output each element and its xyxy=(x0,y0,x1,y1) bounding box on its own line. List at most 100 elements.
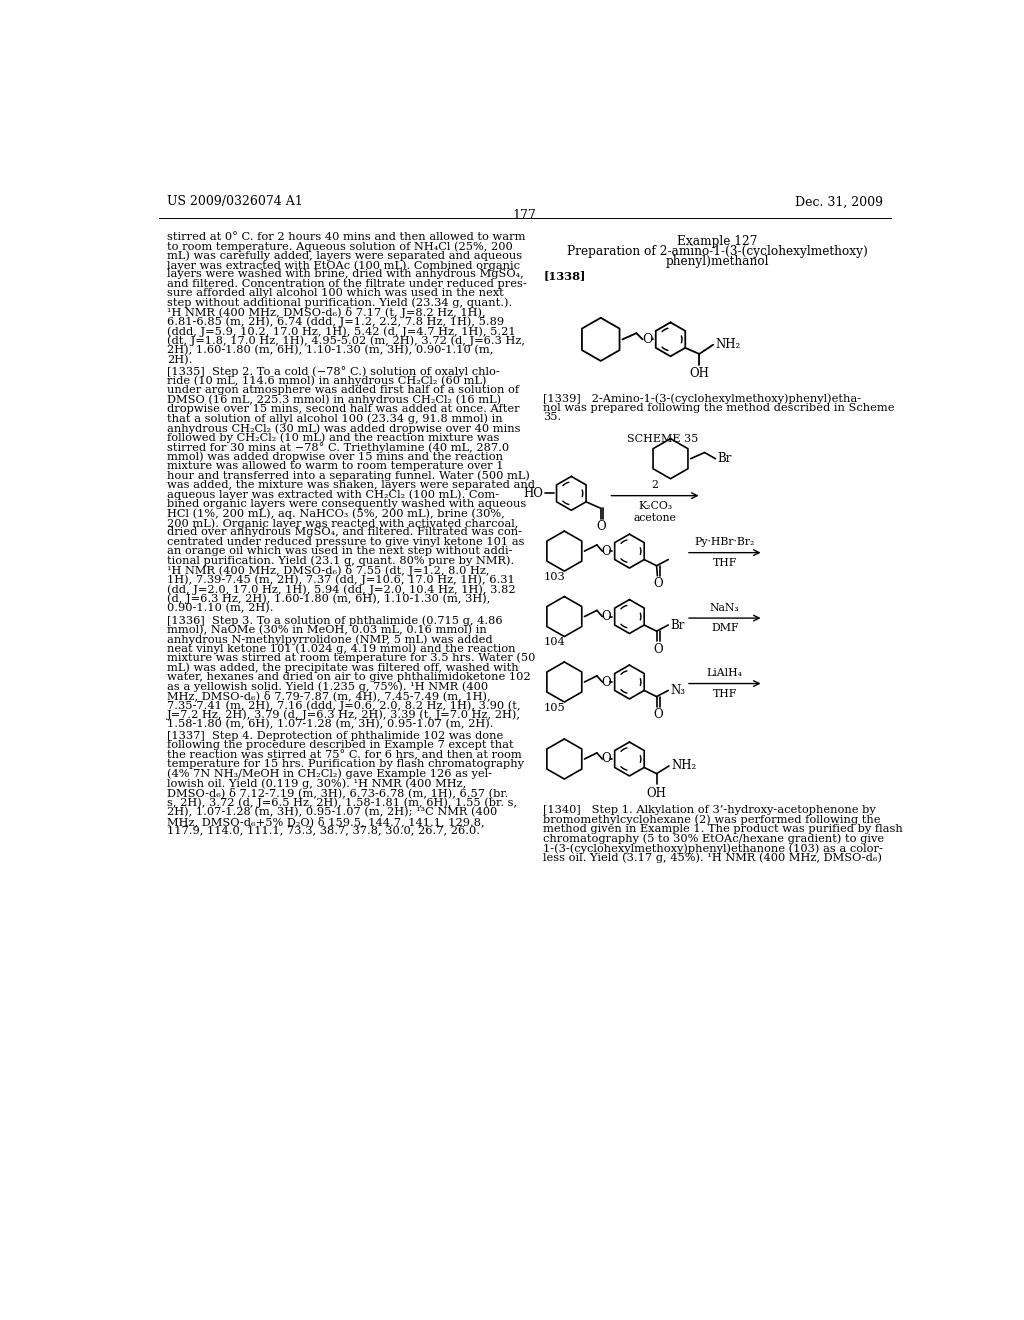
Text: nol was prepared following the method described in Scheme: nol was prepared following the method de… xyxy=(544,403,895,413)
Text: [1340]   Step 1. Alkylation of 3’-hydroxy-acetophenone by: [1340] Step 1. Alkylation of 3’-hydroxy-… xyxy=(544,805,877,816)
Text: stirred at 0° C. for 2 hours 40 mins and then allowed to warm: stirred at 0° C. for 2 hours 40 mins and… xyxy=(167,231,525,242)
Text: 104: 104 xyxy=(544,638,565,647)
Text: US 2009/0326074 A1: US 2009/0326074 A1 xyxy=(167,195,302,209)
Text: neat vinyl ketone 101 (1.024 g, 4.19 mmol) and the reaction: neat vinyl ketone 101 (1.024 g, 4.19 mmo… xyxy=(167,643,515,653)
Text: followed by CH₂Cl₂ (10 mL) and the reaction mixture was: followed by CH₂Cl₂ (10 mL) and the react… xyxy=(167,433,499,444)
Text: NH₂: NH₂ xyxy=(716,338,740,351)
Text: layer was extracted with EtOAc (100 mL). Combined organic: layer was extracted with EtOAc (100 mL).… xyxy=(167,260,520,271)
Text: was added, the mixture was shaken, layers were separated and: was added, the mixture was shaken, layer… xyxy=(167,480,535,490)
Text: chromatography (5 to 30% EtOAc/hexane gradient) to give: chromatography (5 to 30% EtOAc/hexane gr… xyxy=(544,834,885,845)
Text: MHz, DMSO-d₆) δ 7.79-7.87 (m, 4H), 7.45-7.49 (m, 1H),: MHz, DMSO-d₆) δ 7.79-7.87 (m, 4H), 7.45-… xyxy=(167,690,490,701)
Text: dried over anhydrous MgSO₄, and filtered. Filtrated was con-: dried over anhydrous MgSO₄, and filtered… xyxy=(167,528,522,537)
Text: SCHEME 35: SCHEME 35 xyxy=(627,434,698,444)
Text: as a yellowish solid. Yield (1.235 g, 75%). ¹H NMR (400: as a yellowish solid. Yield (1.235 g, 75… xyxy=(167,681,487,692)
Text: step without additional purification. Yield (23.34 g, quant.).: step without additional purification. Yi… xyxy=(167,298,512,309)
Text: dropwise over 15 mins, second half was added at once. After: dropwise over 15 mins, second half was a… xyxy=(167,404,519,414)
Text: layers were washed with brine, dried with anhydrous MgSO₄,: layers were washed with brine, dried wit… xyxy=(167,269,523,280)
Text: [1335]  Step 2. To a cold (−78° C.) solution of oxalyl chlo-: [1335] Step 2. To a cold (−78° C.) solut… xyxy=(167,367,500,378)
Text: 2H).: 2H). xyxy=(167,355,193,366)
Text: O: O xyxy=(653,643,663,656)
Text: mixture was stirred at room temperature for 3.5 hrs. Water (50: mixture was stirred at room temperature … xyxy=(167,653,536,664)
Text: O: O xyxy=(601,752,611,766)
Text: DMSO-d₆) δ 7.12-7.19 (m, 3H), 6.73-6.78 (m, 1H), 6.57 (br.: DMSO-d₆) δ 7.12-7.19 (m, 3H), 6.73-6.78 … xyxy=(167,788,508,799)
Text: (4% 7N NH₃/MeOH in CH₂Cl₂) gave Example 126 as yel-: (4% 7N NH₃/MeOH in CH₂Cl₂) gave Example … xyxy=(167,768,492,779)
Text: that a solution of allyl alcohol 100 (23.34 g, 91.8 mmol) in: that a solution of allyl alcohol 100 (23… xyxy=(167,413,503,424)
Text: [1339]   2-Amino-1-(3-(cyclohexylmethoxy)phenyl)etha-: [1339] 2-Amino-1-(3-(cyclohexylmethoxy)p… xyxy=(544,393,861,404)
Text: temperature for 15 hrs. Purification by flash chromatography: temperature for 15 hrs. Purification by … xyxy=(167,759,523,770)
Text: (d, J=6.3 Hz, 2H), 1.60-1.80 (m, 6H), 1.10-1.30 (m, 3H),: (d, J=6.3 Hz, 2H), 1.60-1.80 (m, 6H), 1.… xyxy=(167,594,490,605)
Text: NH₂: NH₂ xyxy=(672,759,696,772)
Text: 117.9, 114.0, 111.1, 73.3, 38.7, 37.8, 30.0, 26.7, 26.0.: 117.9, 114.0, 111.1, 73.3, 38.7, 37.8, 3… xyxy=(167,826,480,836)
Text: HO: HO xyxy=(523,487,544,500)
Text: LiAlH₄: LiAlH₄ xyxy=(707,668,742,678)
Text: MHz, DMSO-d₆+5% D₂O) δ 159.5, 144.7, 141.1, 129.8,: MHz, DMSO-d₆+5% D₂O) δ 159.5, 144.7, 141… xyxy=(167,816,484,828)
Text: bromomethylcyclohexane (2) was performed following the: bromomethylcyclohexane (2) was performed… xyxy=(544,814,881,825)
Text: to room temperature. Aqueous solution of NH₄Cl (25%, 200: to room temperature. Aqueous solution of… xyxy=(167,242,512,252)
Text: O: O xyxy=(653,708,663,721)
Text: THF: THF xyxy=(713,689,737,698)
Text: 6.81-6.85 (m, 2H), 6.74 (ddd, J=1.2, 2.2, 7.8 Hz, 1H), 5.89: 6.81-6.85 (m, 2H), 6.74 (ddd, J=1.2, 2.2… xyxy=(167,317,504,327)
Text: method given in Example 1. The product was purified by flash: method given in Example 1. The product w… xyxy=(544,824,903,834)
Text: Example 127: Example 127 xyxy=(677,235,758,248)
Text: ride (10 mL, 114.6 mmol) in anhydrous CH₂Cl₂ (60 mL): ride (10 mL, 114.6 mmol) in anhydrous CH… xyxy=(167,376,486,387)
Text: 2: 2 xyxy=(651,480,658,490)
Text: bined organic layers were consequently washed with aqueous: bined organic layers were consequently w… xyxy=(167,499,526,510)
Text: DMSO (16 mL, 225.3 mmol) in anhydrous CH₂Cl₂ (16 mL): DMSO (16 mL, 225.3 mmol) in anhydrous CH… xyxy=(167,395,501,405)
Text: HCl (1%, 200 mL), aq. NaHCO₃ (5%, 200 mL), brine (30%,: HCl (1%, 200 mL), aq. NaHCO₃ (5%, 200 mL… xyxy=(167,508,505,519)
Text: tional purification. Yield (23.1 g, quant. 80% pure by NMR).: tional purification. Yield (23.1 g, quan… xyxy=(167,556,514,566)
Text: lowish oil. Yield (0.119 g, 30%). ¹H NMR (400 MHz,: lowish oil. Yield (0.119 g, 30%). ¹H NMR… xyxy=(167,779,466,789)
Text: 35.: 35. xyxy=(544,412,561,422)
Text: Py·HBr·Br₂: Py·HBr·Br₂ xyxy=(694,537,755,548)
Text: centrated under reduced pressure to give vinyl ketone 101 as: centrated under reduced pressure to give… xyxy=(167,537,524,546)
Text: an orange oil which was used in the next step without addi-: an orange oil which was used in the next… xyxy=(167,546,512,557)
Text: mL) was carefully added, layers were separated and aqueous: mL) was carefully added, layers were sep… xyxy=(167,251,522,261)
Text: aqueous layer was extracted with CH₂Cl₂ (100 mL). Com-: aqueous layer was extracted with CH₂Cl₂ … xyxy=(167,490,499,500)
Text: 2H), 1.07-1.28 (m, 3H), 0.95-1.07 (m, 2H); ¹³C NMR (400: 2H), 1.07-1.28 (m, 3H), 0.95-1.07 (m, 2H… xyxy=(167,807,497,817)
Text: O: O xyxy=(601,676,611,689)
Text: under argon atmosphere was added first half of a solution of: under argon atmosphere was added first h… xyxy=(167,385,519,396)
Text: K₂CO₃
acetone: K₂CO₃ acetone xyxy=(634,502,677,523)
Text: phenyl)methanol: phenyl)methanol xyxy=(666,256,769,268)
Text: 1H), 7.39-7.45 (m, 2H), 7.37 (dd, J=10.6, 17.0 Hz, 1H), 6.31: 1H), 7.39-7.45 (m, 2H), 7.37 (dd, J=10.6… xyxy=(167,574,514,585)
Text: stirred for 30 mins at −78° C. Triethylamine (40 mL, 287.0: stirred for 30 mins at −78° C. Triethyla… xyxy=(167,442,509,453)
Text: 2H), 1.60-1.80 (m, 6H), 1.10-1.30 (m, 3H), 0.90-1.10 (m,: 2H), 1.60-1.80 (m, 6H), 1.10-1.30 (m, 3H… xyxy=(167,346,494,355)
Text: 7.35-7.41 (m, 2H), 7.16 (ddd, J=0.6, 2.0, 8.2 Hz, 1H), 3.90 (t,: 7.35-7.41 (m, 2H), 7.16 (ddd, J=0.6, 2.0… xyxy=(167,700,520,710)
Text: 1-(3-(cyclohexylmethoxy)phenyl)ethanone (103) as a color-: 1-(3-(cyclohexylmethoxy)phenyl)ethanone … xyxy=(544,843,884,854)
Text: 0.90-1.10 (m, 2H).: 0.90-1.10 (m, 2H). xyxy=(167,603,273,614)
Text: O: O xyxy=(642,333,652,346)
Text: N₃: N₃ xyxy=(671,684,685,697)
Text: following the procedure described in Example 7 except that: following the procedure described in Exa… xyxy=(167,741,513,751)
Text: (dd, J=2.0, 17.0 Hz, 1H), 5.94 (dd, J=2.0, 10.4 Hz, 1H), 3.82: (dd, J=2.0, 17.0 Hz, 1H), 5.94 (dd, J=2.… xyxy=(167,585,515,595)
Text: 1.58-1.80 (m, 6H), 1.07-1.28 (m, 3H), 0.95-1.07 (m, 2H).: 1.58-1.80 (m, 6H), 1.07-1.28 (m, 3H), 0.… xyxy=(167,719,494,730)
Text: hour and transferred into a separating funnel. Water (500 mL): hour and transferred into a separating f… xyxy=(167,471,529,482)
Text: anhydrous CH₂Cl₂ (30 mL) was added dropwise over 40 mins: anhydrous CH₂Cl₂ (30 mL) was added dropw… xyxy=(167,424,520,434)
Text: [1336]  Step 3. To a solution of phthalimide (0.715 g, 4.86: [1336] Step 3. To a solution of phthalim… xyxy=(167,615,503,626)
Text: s, 2H), 3.72 (d, J=6.5 Hz, 2H), 1.58-1.81 (m, 6H), 1.55 (br. s,: s, 2H), 3.72 (d, J=6.5 Hz, 2H), 1.58-1.8… xyxy=(167,797,517,808)
Text: mmol) was added dropwise over 15 mins and the reaction: mmol) was added dropwise over 15 mins an… xyxy=(167,451,503,462)
Text: ¹H NMR (400 MHz, DMSO-d₆) δ 7.17 (t, J=8.2 Hz, 1H),: ¹H NMR (400 MHz, DMSO-d₆) δ 7.17 (t, J=8… xyxy=(167,308,485,318)
Text: mL) was added, the precipitate was filtered off, washed with: mL) was added, the precipitate was filte… xyxy=(167,663,518,673)
Text: anhydrous N-methylpyrrolidone (NMP, 5 mL) was added: anhydrous N-methylpyrrolidone (NMP, 5 mL… xyxy=(167,634,493,644)
Text: ¹H NMR (400 MHz, DMSO-d₆) δ 7.55 (dt, J=1.2, 8.0 Hz,: ¹H NMR (400 MHz, DMSO-d₆) δ 7.55 (dt, J=… xyxy=(167,565,489,577)
Text: Br: Br xyxy=(717,453,731,465)
Text: less oil. Yield (3.17 g, 45%). ¹H NMR (400 MHz, DMSO-d₆): less oil. Yield (3.17 g, 45%). ¹H NMR (4… xyxy=(544,853,883,863)
Text: sure afforded allyl alcohol 100 which was used in the next: sure afforded allyl alcohol 100 which wa… xyxy=(167,288,504,298)
Text: Dec. 31, 2009: Dec. 31, 2009 xyxy=(795,195,883,209)
Text: [1337]  Step 4. Deprotection of phthalimide 102 was done: [1337] Step 4. Deprotection of phthalimi… xyxy=(167,731,503,741)
Text: 105: 105 xyxy=(544,702,565,713)
Text: DMF: DMF xyxy=(711,623,738,634)
Text: 200 mL). Organic layer was reacted with activated charcoal,: 200 mL). Organic layer was reacted with … xyxy=(167,517,518,528)
Text: THF: THF xyxy=(713,558,737,568)
Text: 103: 103 xyxy=(544,572,565,582)
Text: O: O xyxy=(601,545,611,557)
Text: water, hexanes and dried on air to give phthalimidoketone 102: water, hexanes and dried on air to give … xyxy=(167,672,530,682)
Text: 177: 177 xyxy=(513,209,537,222)
Text: O: O xyxy=(597,520,606,533)
Text: and filtered. Concentration of the filtrate under reduced pres-: and filtered. Concentration of the filtr… xyxy=(167,279,526,289)
Text: OH: OH xyxy=(646,787,667,800)
Text: Br: Br xyxy=(671,619,685,631)
Text: O: O xyxy=(601,610,611,623)
Text: mmol), NaOMe (30% in MeOH, 0.03 mL, 0.16 mmol) in: mmol), NaOMe (30% in MeOH, 0.03 mL, 0.16… xyxy=(167,624,486,635)
Text: (dt, J=1.8, 17.0 Hz, 1H), 4.95-5.02 (m, 2H), 3.72 (d, J=6.3 Hz,: (dt, J=1.8, 17.0 Hz, 1H), 4.95-5.02 (m, … xyxy=(167,335,524,346)
Text: Preparation of 2-amino-1-(3-(cyclohexylmethoxy): Preparation of 2-amino-1-(3-(cyclohexylm… xyxy=(566,246,867,259)
